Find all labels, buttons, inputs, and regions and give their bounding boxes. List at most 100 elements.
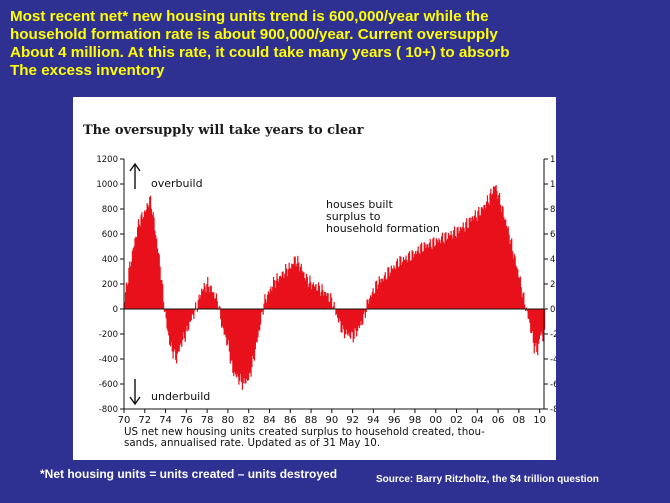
bar xyxy=(427,247,430,309)
bar xyxy=(170,309,172,343)
bar xyxy=(503,217,505,309)
bar xyxy=(176,309,179,354)
bar xyxy=(487,202,489,309)
bar xyxy=(191,309,193,314)
bar xyxy=(240,309,242,374)
bar xyxy=(125,282,127,309)
bar xyxy=(154,230,156,309)
bar xyxy=(341,309,343,333)
bar xyxy=(279,276,281,309)
bar xyxy=(213,292,215,309)
bar xyxy=(445,232,447,309)
bar xyxy=(485,201,488,309)
bar xyxy=(405,255,407,309)
bar xyxy=(390,265,392,309)
bar xyxy=(350,309,352,339)
bar xyxy=(472,219,475,309)
bar xyxy=(227,309,229,345)
bar xyxy=(127,283,129,309)
bar xyxy=(297,255,299,309)
bar xyxy=(268,293,270,309)
bar xyxy=(208,286,210,309)
bar xyxy=(169,309,172,347)
y-tick-label: 1000 xyxy=(96,180,118,190)
bar xyxy=(449,235,451,309)
bar xyxy=(379,279,381,309)
annotation-houses-built-line: houses built xyxy=(326,198,393,211)
bar xyxy=(328,301,330,309)
bar xyxy=(455,237,457,309)
bar xyxy=(518,278,521,309)
bar xyxy=(253,309,256,361)
bar xyxy=(401,264,403,309)
bar xyxy=(529,309,531,323)
bar xyxy=(342,309,344,326)
bar xyxy=(197,300,199,309)
bar xyxy=(465,222,467,309)
bar xyxy=(358,309,360,329)
bar xyxy=(542,309,544,342)
bar xyxy=(391,268,393,309)
bar xyxy=(498,195,500,309)
bar xyxy=(324,292,327,309)
y-tick-label: 600 xyxy=(550,230,556,240)
bar xyxy=(340,309,342,333)
bar xyxy=(524,309,527,312)
bar xyxy=(212,292,214,309)
bar xyxy=(323,295,325,309)
bar xyxy=(440,243,442,309)
bar xyxy=(265,299,267,309)
bar xyxy=(347,309,349,336)
bar xyxy=(434,246,436,309)
bar xyxy=(444,233,446,309)
x-tick-label: 74 xyxy=(159,415,172,426)
caption-line: US net new housing units created surplus… xyxy=(124,426,485,438)
bar xyxy=(509,244,511,309)
bar xyxy=(468,218,470,309)
bar xyxy=(214,298,216,309)
bar xyxy=(404,259,406,309)
bar xyxy=(163,309,166,312)
bar xyxy=(134,238,136,309)
bar xyxy=(124,292,127,309)
bar xyxy=(228,309,230,352)
bar xyxy=(136,237,138,309)
bar xyxy=(464,231,466,309)
bar xyxy=(255,309,257,342)
bar xyxy=(516,267,518,309)
bar xyxy=(474,210,476,309)
bar xyxy=(147,204,149,309)
bar xyxy=(203,283,205,309)
bar xyxy=(182,309,185,333)
bar xyxy=(201,288,203,309)
bar xyxy=(478,206,480,309)
bar xyxy=(314,285,316,309)
bar xyxy=(433,237,435,309)
bar xyxy=(508,234,510,309)
bar xyxy=(130,261,133,309)
bar xyxy=(416,250,418,309)
bar xyxy=(235,309,237,378)
bar xyxy=(247,309,250,381)
chart-plot: 1200120010001000800800600600400400200200… xyxy=(96,155,556,426)
bar xyxy=(231,309,233,361)
bar xyxy=(460,226,462,309)
bar xyxy=(132,248,134,309)
bar xyxy=(174,309,176,350)
bar xyxy=(145,209,147,309)
bar xyxy=(236,309,238,374)
bar xyxy=(462,222,464,309)
bar xyxy=(479,215,482,309)
bar xyxy=(440,236,443,309)
x-tick-label: 90 xyxy=(325,415,338,426)
bar xyxy=(303,271,305,309)
bar xyxy=(470,221,472,309)
bar xyxy=(128,267,130,309)
bar xyxy=(528,309,530,320)
bar xyxy=(396,258,398,309)
bar xyxy=(199,298,201,309)
bar xyxy=(451,234,453,309)
bar xyxy=(232,309,234,373)
bar xyxy=(218,306,220,309)
bar xyxy=(356,309,358,337)
